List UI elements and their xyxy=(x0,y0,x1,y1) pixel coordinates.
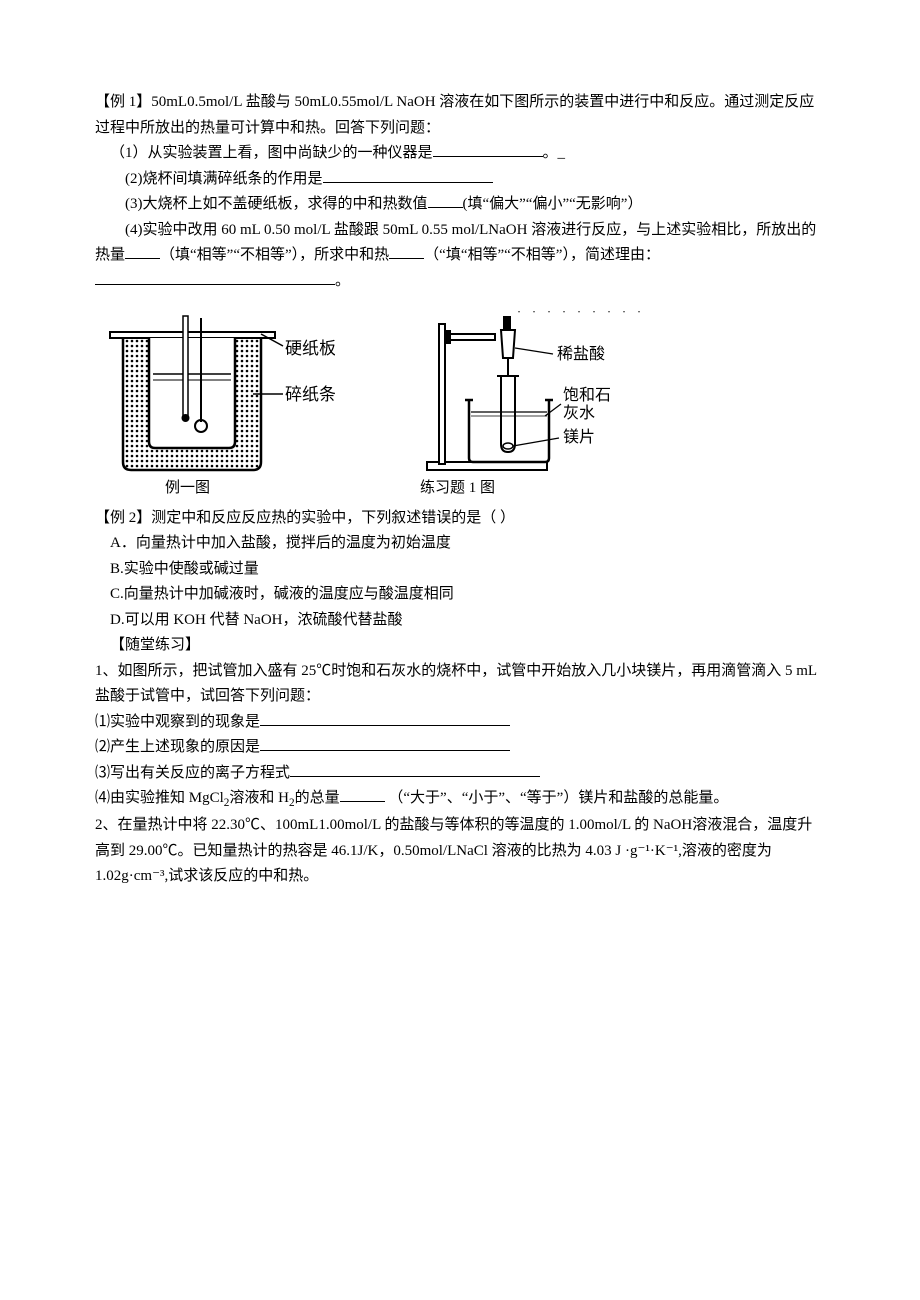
practice1-q2: ⑵产生上述现象的原因是 xyxy=(95,735,825,761)
q1-tail: 。_ xyxy=(543,145,566,161)
blank xyxy=(260,710,510,726)
q4-tail: 。 xyxy=(335,273,350,289)
p1q4a: ⑷由实验推知 MgCl xyxy=(95,790,224,806)
q1-text: （1）从实验装置上看，图中尚缺少的一种仪器是 xyxy=(110,145,433,161)
figure-captions: 例一图 练习题 1 图 xyxy=(165,476,825,502)
calorimeter-diagram: 硬纸板 碎纸条 xyxy=(105,314,335,474)
practice2: 2、在量热计中将 22.30℃、100mL1.00mol/L 的盐酸与等体积的等… xyxy=(95,813,825,890)
blank xyxy=(95,269,335,285)
example1-q2: (2)烧杯间填满碎纸条的作用是 xyxy=(95,167,825,193)
blank xyxy=(323,167,493,183)
p1q2-text: ⑵产生上述现象的原因是 xyxy=(95,739,260,755)
figure-1: 硬纸板 碎纸条 xyxy=(105,314,335,474)
p1q4c: 的总量 xyxy=(295,790,340,806)
p1q4b: 溶液和 H xyxy=(229,790,289,806)
example2-a: A．向量热计中加入盐酸，搅拌后的温度为初始温度 xyxy=(95,531,825,557)
blank xyxy=(389,243,424,259)
blank xyxy=(125,243,160,259)
practice1-q4: ⑷由实验推知 MgCl2溶液和 H2的总量 （“大于”、“小于”、“等于”）镁片… xyxy=(95,786,825,813)
figure-row: 硬纸板 碎纸条 ﹒ ﹒ ﹒ ﹒ ﹒ ﹒ ﹒ ﹒ ﹒ xyxy=(105,304,825,474)
svg-text:稀盐酸: 稀盐酸 xyxy=(557,345,605,363)
figure-2: ﹒ ﹒ ﹒ ﹒ ﹒ ﹒ ﹒ ﹒ ﹒ 稀 xyxy=(425,304,645,474)
figure2-caption: 练习题 1 图 xyxy=(420,476,495,502)
example2-header: 【例 2】测定中和反应反应热的实验中，下列叙述错误的是（ ） xyxy=(95,506,825,532)
q4b: （填“相等”“不相等”），所求中和热 xyxy=(160,247,389,263)
p1q1-text: ⑴实验中观察到的现象是 xyxy=(95,714,260,730)
q3-text: (3)大烧杯上如不盖硬纸板，求得的中和热数值 xyxy=(125,196,428,212)
figure1-caption: 例一图 xyxy=(165,476,210,502)
practice-title: 【随堂练习】 xyxy=(95,633,825,659)
blank xyxy=(340,786,385,802)
example2-d: D.可以用 KOH 代替 NaOH，浓硫酸代替盐酸 xyxy=(95,608,825,634)
blank xyxy=(260,735,510,751)
example1-q1: （1）从实验装置上看，图中尚缺少的一种仪器是 。_ xyxy=(95,141,825,167)
p1q4d: （“大于”、“小于”、“等于”）镁片和盐酸的总能量。 xyxy=(385,790,729,806)
practice1-q1: ⑴实验中观察到的现象是 xyxy=(95,710,825,736)
q4c: （“填“相等”“不相等”），简述理由： xyxy=(424,247,660,263)
label-cardboard: 硬纸板 xyxy=(285,339,335,358)
svg-text:﹒ ﹒ ﹒ ﹒ ﹒ ﹒ ﹒ ﹒ ﹒: ﹒ ﹒ ﹒ ﹒ ﹒ ﹒ ﹒ ﹒ ﹒ xyxy=(513,304,645,315)
example2-c: C.向量热计中加碱液时，碱液的温度应与酸温度相同 xyxy=(95,582,825,608)
blank xyxy=(290,761,540,777)
blank xyxy=(428,192,463,208)
example1-q3: (3)大烧杯上如不盖硬纸板，求得的中和热数值 (填“偏大”“偏小”“无影响”） xyxy=(95,192,825,218)
example1-q4: (4)实验中改用 60 mL 0.50 mol/L 盐酸跟 50mL 0.55 … xyxy=(95,218,825,295)
blank xyxy=(433,141,543,157)
svg-text:灰水: 灰水 xyxy=(563,404,595,422)
q2-text: (2)烧杯间填满碎纸条的作用是 xyxy=(125,171,323,187)
practice1-q3: ⑶写出有关反应的离子方程式 xyxy=(95,761,825,787)
example1-header: 【例 1】50mL0.5mol/L 盐酸与 50mL0.55mol/L NaOH… xyxy=(95,90,825,141)
svg-text:饱和石: 饱和石 xyxy=(563,386,611,404)
label-paperstrips: 碎纸条 xyxy=(285,385,335,404)
mg-hcl-diagram: ﹒ ﹒ ﹒ ﹒ ﹒ ﹒ ﹒ ﹒ ﹒ 稀 xyxy=(425,304,645,474)
q3-tail: (填“偏大”“偏小”“无影响”） xyxy=(463,196,643,212)
example2-b: B.实验中使酸或碱过量 xyxy=(95,557,825,583)
p1q3-text: ⑶写出有关反应的离子方程式 xyxy=(95,765,290,781)
practice1-head: 1、如图所示，把试管加入盛有 25℃时饱和石灰水的烧杯中，试管中开始放入几小块镁… xyxy=(95,659,825,710)
svg-text:镁片: 镁片 xyxy=(563,428,595,446)
